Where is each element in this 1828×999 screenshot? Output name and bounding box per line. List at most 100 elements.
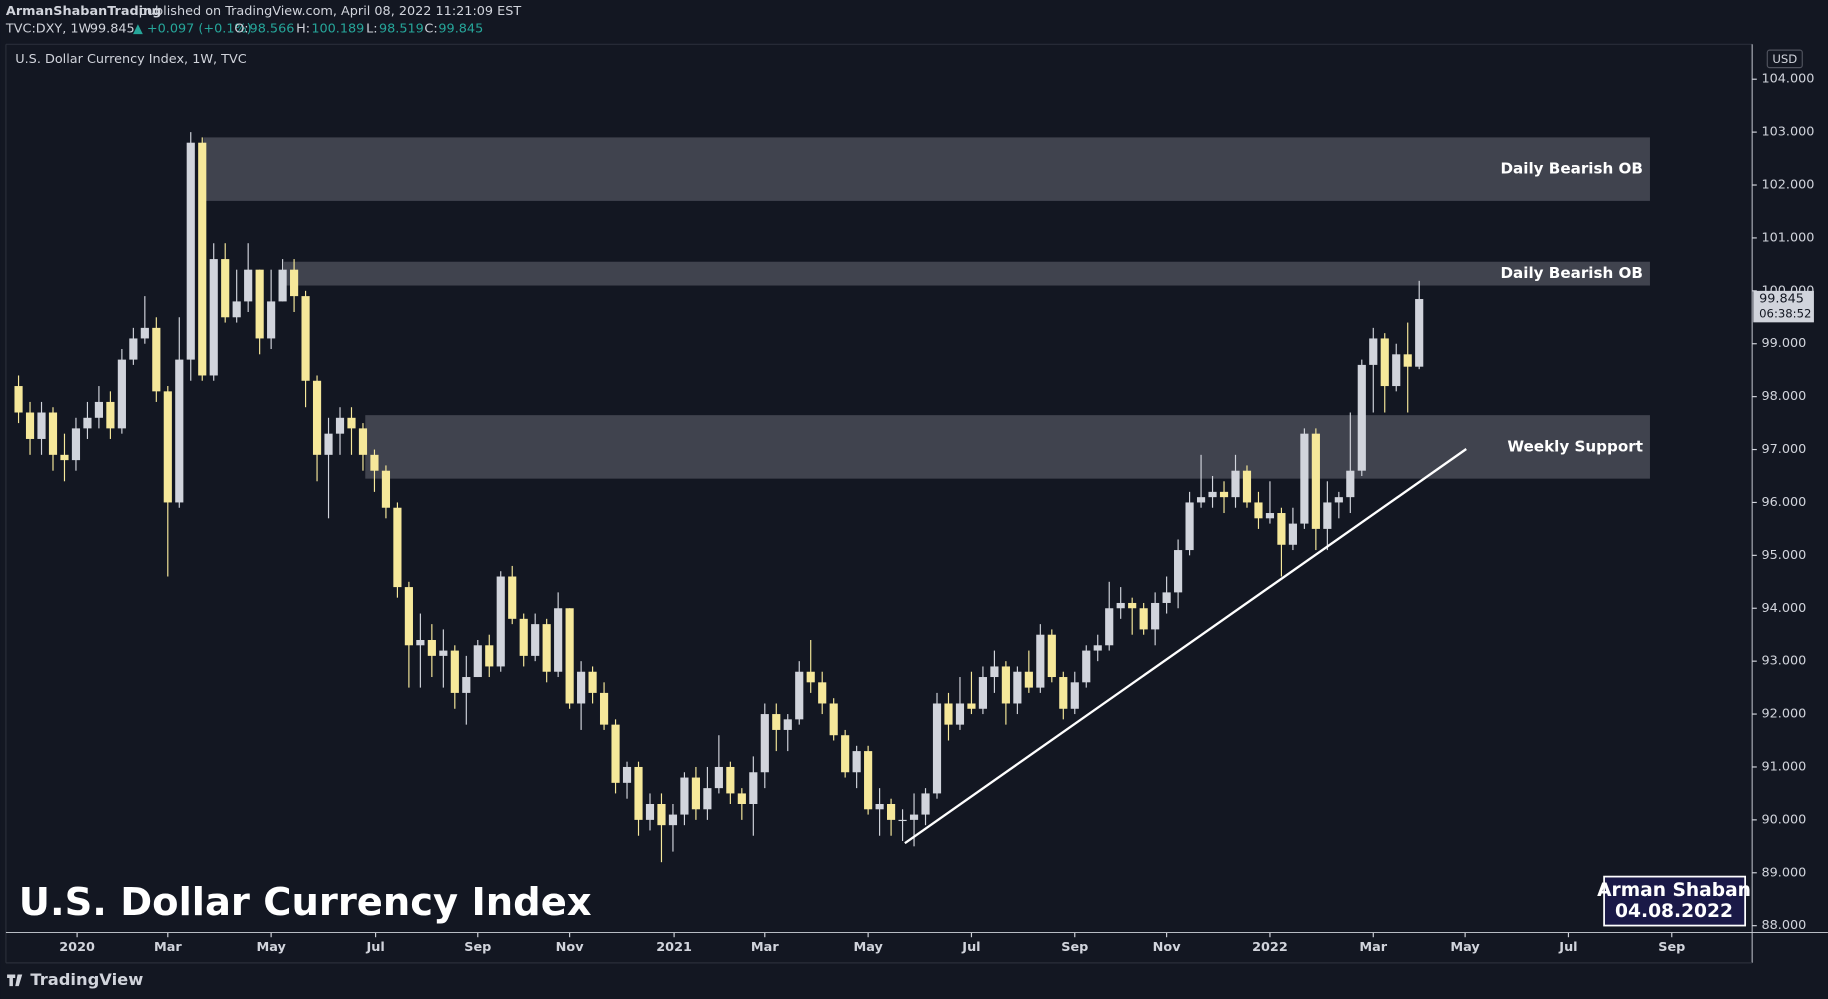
candle-body (60, 454, 69, 461)
candle-body (1380, 338, 1389, 387)
candle-body (1219, 491, 1229, 498)
candle-body (565, 608, 574, 704)
candle-body (450, 650, 459, 693)
candle-body (1070, 682, 1079, 709)
candle-body (1311, 433, 1320, 529)
c-label: C: (424, 22, 437, 37)
candle-body (117, 359, 126, 429)
x-tick-label: Jul (961, 940, 980, 955)
x-tick-label: Jul (1558, 940, 1577, 955)
candle-body (1415, 299, 1424, 367)
x-tick-label: Nov (556, 940, 585, 955)
x-tick-label: Sep (1658, 940, 1685, 955)
y-tick-label: 92.000 (1761, 707, 1806, 722)
candle-body (932, 703, 942, 794)
candle-body (818, 682, 827, 704)
o-value: 98.566 (250, 22, 295, 37)
candle-body (1242, 470, 1252, 503)
candle-body (852, 751, 861, 773)
published-info: published on TradingView.com, April 08, … (139, 4, 522, 19)
candle-body (1392, 354, 1401, 387)
y-tick-label: 104.000 (1761, 72, 1814, 87)
y-tick-label: 98.000 (1761, 389, 1806, 404)
candle-body (1196, 497, 1206, 503)
candle-body (887, 803, 896, 820)
candle-body (416, 639, 425, 646)
countdown: 06:38:52 (1759, 307, 1811, 321)
candle-body (404, 587, 413, 646)
x-tick-label: Mar (751, 940, 779, 955)
candle-body (1093, 645, 1102, 651)
candle-body (1288, 523, 1297, 545)
candle-body (691, 777, 700, 810)
candle-body (749, 772, 758, 804)
candle-body (278, 269, 287, 302)
l-label: L: (366, 22, 377, 37)
last-price-box (1753, 290, 1814, 323)
y-tick-label: 95.000 (1761, 548, 1806, 563)
signature-name: Arman Shaban (1597, 880, 1751, 901)
candle-body (1369, 338, 1378, 365)
candle-body (163, 391, 172, 503)
candle-body (783, 719, 792, 730)
candle-body (255, 269, 264, 339)
candle-body (599, 692, 609, 725)
candle-body (657, 803, 666, 826)
candle-body (175, 359, 184, 503)
zone (365, 415, 1650, 479)
zone-label: Daily Bearish OB (1500, 264, 1642, 282)
zone (203, 137, 1650, 201)
y-tick-label: 90.000 (1761, 812, 1806, 827)
candle-body (186, 142, 195, 360)
candle-body (370, 454, 379, 471)
candle-body (737, 793, 746, 804)
symbol: TVC:DXY, 1W (5, 22, 92, 37)
publisher: ArmanShabanTrading (6, 4, 161, 19)
candle-body (577, 671, 586, 704)
tradingview-logo: TradingView (7, 970, 143, 989)
signature-box (1603, 875, 1747, 927)
x-tick-label: May (853, 940, 883, 955)
candle-body (1013, 671, 1022, 704)
h-value: 100.189 (311, 22, 364, 37)
candle-body (921, 793, 930, 815)
candle-body (875, 803, 884, 810)
candle-body (94, 401, 103, 418)
candle-body (25, 412, 35, 439)
zone (283, 261, 1650, 286)
candle-body (772, 714, 781, 730)
candle-body (140, 327, 149, 339)
candle-body (267, 301, 276, 339)
candle-body (829, 703, 838, 736)
candle-body (622, 766, 632, 783)
candle-body (358, 428, 368, 455)
candle-body (129, 338, 138, 360)
candle-body (1082, 650, 1091, 683)
candle-body (496, 576, 505, 667)
y-tick-label: 102.000 (1761, 178, 1814, 193)
x-tick-label: 2022 (1252, 940, 1288, 955)
candle-body (955, 703, 965, 725)
candle-body (1300, 433, 1309, 524)
x-tick-label: Sep (1061, 940, 1088, 955)
candle-body (221, 259, 230, 318)
h-label: H: (296, 22, 310, 37)
x-tick-label: Mar (1359, 940, 1387, 955)
candle-body (347, 417, 356, 429)
candle-body (1185, 502, 1194, 551)
candle-body (1024, 671, 1033, 688)
candle-body (393, 507, 402, 588)
candle-body (1254, 502, 1263, 519)
candle-body (680, 777, 689, 815)
x-tick-label: May (256, 940, 286, 955)
c-value: 99.845 (438, 22, 483, 37)
candle-body (1334, 497, 1343, 503)
candle-body (668, 814, 678, 826)
l-value: 98.519 (379, 22, 424, 37)
x-tick-label: 2020 (59, 940, 95, 955)
candle-body (588, 671, 597, 693)
candle-body (1151, 602, 1160, 630)
candle-body (1128, 602, 1137, 609)
candle-body (542, 624, 551, 672)
candle-body (864, 751, 873, 810)
